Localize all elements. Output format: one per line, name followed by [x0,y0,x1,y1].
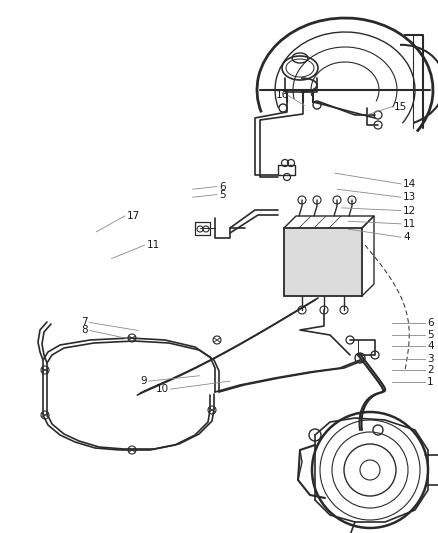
Text: 14: 14 [403,179,416,189]
Text: 4: 4 [403,232,410,242]
Text: 15: 15 [394,102,407,111]
Text: 6: 6 [219,182,226,191]
Text: 2: 2 [427,366,434,375]
Text: 4: 4 [427,342,434,351]
Bar [284,228,362,296]
Text: 11: 11 [147,240,160,250]
Text: 6: 6 [427,318,434,328]
Text: 7: 7 [81,318,88,327]
Text: 8: 8 [81,326,88,335]
Text: 17: 17 [127,211,140,221]
Text: 1: 1 [427,377,434,387]
Text: 10: 10 [155,384,169,394]
Text: 11: 11 [403,219,416,229]
Text: 12: 12 [403,206,416,215]
Text: 16: 16 [276,90,289,100]
Text: 13: 13 [403,192,416,202]
Text: 5: 5 [427,330,434,340]
Text: 3: 3 [427,354,434,364]
Text: 5: 5 [219,190,226,199]
Text: 9: 9 [140,376,147,386]
